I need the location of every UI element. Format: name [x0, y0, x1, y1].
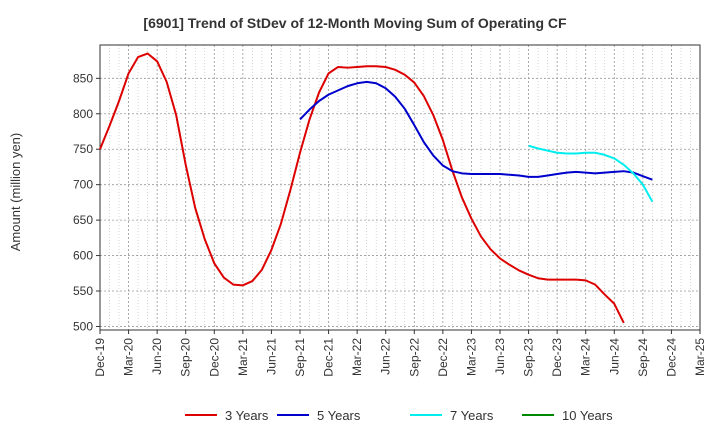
y-tick-label: 650 [73, 213, 93, 227]
y-tick-label: 800 [73, 107, 93, 121]
x-tick-label: Mar-24 [579, 338, 593, 376]
x-tick-label: Dec-21 [322, 338, 336, 377]
legend-label: 5 Years [317, 408, 361, 423]
x-tick-label: Mar-21 [236, 338, 250, 376]
x-tick-label: Mar-22 [350, 338, 364, 376]
chart-title: [6901] Trend of StDev of 12-Month Moving… [143, 15, 567, 31]
y-tick-label: 850 [73, 71, 93, 85]
x-tick-label: Dec-22 [436, 338, 450, 377]
legend-label: 3 Years [225, 408, 269, 423]
x-tick-label: Dec-24 [664, 338, 678, 377]
x-tick-label: Jun-21 [264, 338, 278, 375]
x-tick-label: Sep-20 [179, 338, 193, 377]
x-tick-label: Dec-23 [550, 338, 564, 377]
series-line-3-years [99, 52, 625, 324]
series-line-7-years [528, 144, 654, 203]
y-tick-label: 550 [73, 284, 93, 298]
x-tick-label: Dec-20 [207, 338, 221, 377]
legend: 3 Years 5 Years 7 Years 10 Years [185, 408, 613, 423]
x-tick-label: Sep-22 [407, 338, 421, 377]
y-tick-label: 750 [73, 142, 93, 156]
legend-label: 7 Years [450, 408, 494, 423]
legend-label: 10 Years [562, 408, 613, 423]
y-axis-label: Amount (million yen) [8, 133, 23, 252]
x-tick-label: Sep-23 [522, 338, 536, 377]
grid-layer [100, 45, 700, 330]
x-tick-label: Sep-24 [636, 338, 650, 377]
y-tick-label: 700 [73, 178, 93, 192]
x-tick-label: Mar-23 [464, 338, 478, 376]
plot-frame [99, 44, 701, 331]
x-tick-label: Jun-24 [607, 338, 621, 375]
x-tick-label: Dec-19 [93, 338, 107, 377]
series-line-5-years [299, 80, 653, 181]
x-tick-label: Jun-20 [150, 338, 164, 375]
x-tick-label: Jun-23 [493, 338, 507, 375]
x-tick-label: Mar-20 [122, 338, 136, 376]
x-tick-label: Mar-25 [693, 338, 707, 376]
y-tick-label: 500 [73, 319, 93, 333]
axis-layer: Dec-19 Mar-20 Jun-20 Sep-20 Dec-20 Mar-21 Jun-… [73, 44, 707, 377]
x-tick-label: Jun-22 [379, 338, 393, 375]
series-layer [99, 52, 654, 324]
y-tick-label: 600 [73, 249, 93, 263]
x-tick-label: Sep-21 [293, 338, 307, 377]
